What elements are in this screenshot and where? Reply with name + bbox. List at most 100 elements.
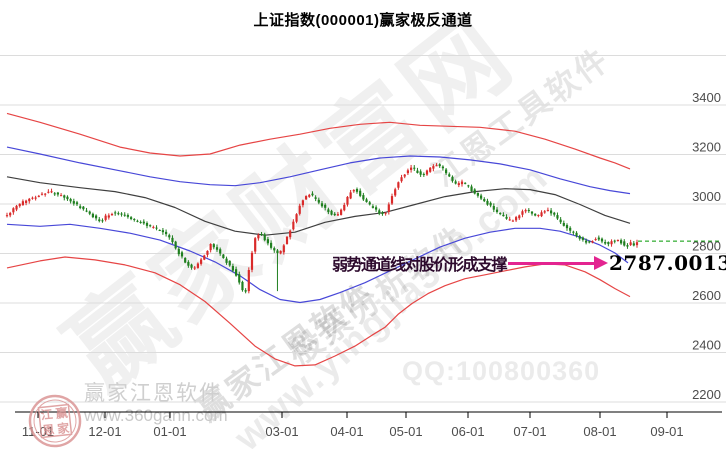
y-axis-label: 2600 [692,288,721,303]
candle-body [457,183,460,186]
candle-body [142,221,145,224]
candle-body [285,236,289,245]
candle-body [623,241,626,246]
candle-body [158,230,161,232]
candle-body [460,181,464,185]
candle-body [152,226,155,228]
candle-body [308,194,311,197]
candle-body [273,248,276,251]
candle-body [225,258,228,263]
candle-body [575,232,578,237]
candle-body [298,205,301,214]
candle-body [521,211,524,215]
candle-body [419,171,422,175]
candle-body [44,193,47,195]
candle-body [34,197,37,199]
candle-body [190,264,193,268]
candle-body [304,196,308,200]
y-axis-label: 2200 [692,387,721,402]
candle-body [161,230,165,233]
candle-body [282,245,285,253]
seal-char: 赢 [55,405,69,421]
candle-body [454,181,457,184]
candle-body [619,240,623,244]
candle-body [117,213,120,215]
y-axis-label: 3000 [692,189,721,204]
candle-body [540,212,543,217]
candle-body [9,212,12,216]
candle-body [470,186,473,192]
candle-body [435,165,438,167]
candle-body [174,241,177,249]
x-axis: 11-01 12-01 01-01 03-01 04-01 05-01 06-01 07-01… [15,411,722,439]
candle-body [222,254,225,259]
candle-body [400,177,403,182]
candle-body [244,290,247,292]
candle-body [339,209,343,215]
y-axis-label: 3200 [692,140,721,155]
candle-body [85,210,88,212]
candle-body [441,166,445,169]
candle-body [314,197,317,199]
candle-body [359,190,362,196]
candle-body [489,202,492,206]
candle-body [527,210,530,212]
candle-body [511,220,515,222]
candle-body [250,252,254,270]
candle-body [565,225,569,229]
candle-body [247,270,250,292]
candle-body [72,201,75,204]
candle-body [626,245,629,247]
candle-body [228,260,231,266]
candle-body [486,200,489,205]
candle-body [613,240,616,242]
candle-body [378,210,381,214]
candle-body [362,195,365,200]
candle-body [171,237,174,243]
x-axis-label: 05-01 [389,424,422,439]
candle-body [18,203,21,207]
candle-body [394,189,397,196]
support-annotation: 弱势通道线对股价形成支撑 2787.0013 [332,251,726,275]
candle-body [231,266,235,271]
candle-body [562,222,565,226]
x-axis-label: 12-01 [88,424,121,439]
candle-body [371,206,375,208]
y-axis-label: 2800 [692,239,721,254]
candle-body [336,214,340,216]
candle-body [295,214,298,222]
candle-body [184,257,187,263]
candle-body [549,210,553,214]
candle-body [610,241,613,245]
x-axis-label: 01-01 [153,424,186,439]
candle-body [129,217,133,219]
x-axis-label: 06-01 [451,424,484,439]
candle-body [514,217,518,221]
candle-body [110,213,114,216]
candle-body [28,198,31,202]
candle-body [292,221,295,230]
candle-body [149,225,152,227]
candle-body [355,189,359,192]
candle-body [553,212,556,215]
candle-body [591,240,594,243]
candle-body [381,212,384,215]
candle-body [289,230,292,238]
candle-body [47,191,50,193]
candle-body [374,207,378,210]
candle-body [5,215,9,217]
candle-body [368,202,371,205]
x-axis-label: 09-01 [650,424,683,439]
candle-body [317,199,320,203]
candle-body [467,185,470,187]
candle-body [508,219,511,221]
candle-body [333,213,336,216]
candle-body [365,199,368,203]
candle-body [66,196,69,200]
candle-body [530,211,534,214]
candle-body [63,195,66,198]
candle-body [196,263,200,268]
candle-body [311,193,314,196]
candle-body [241,281,244,291]
